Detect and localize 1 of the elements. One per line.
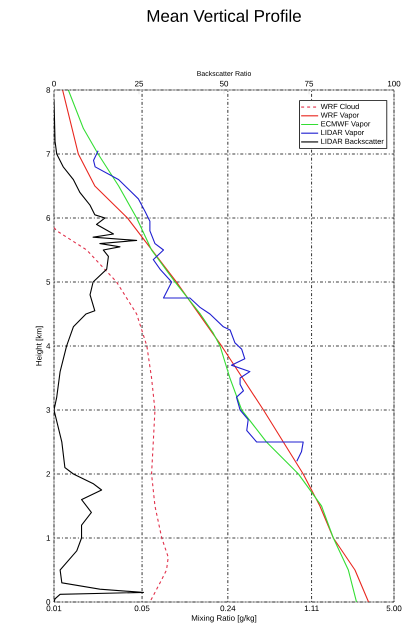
chart-title: Mean Vertical Profile	[148, 10, 301, 22]
